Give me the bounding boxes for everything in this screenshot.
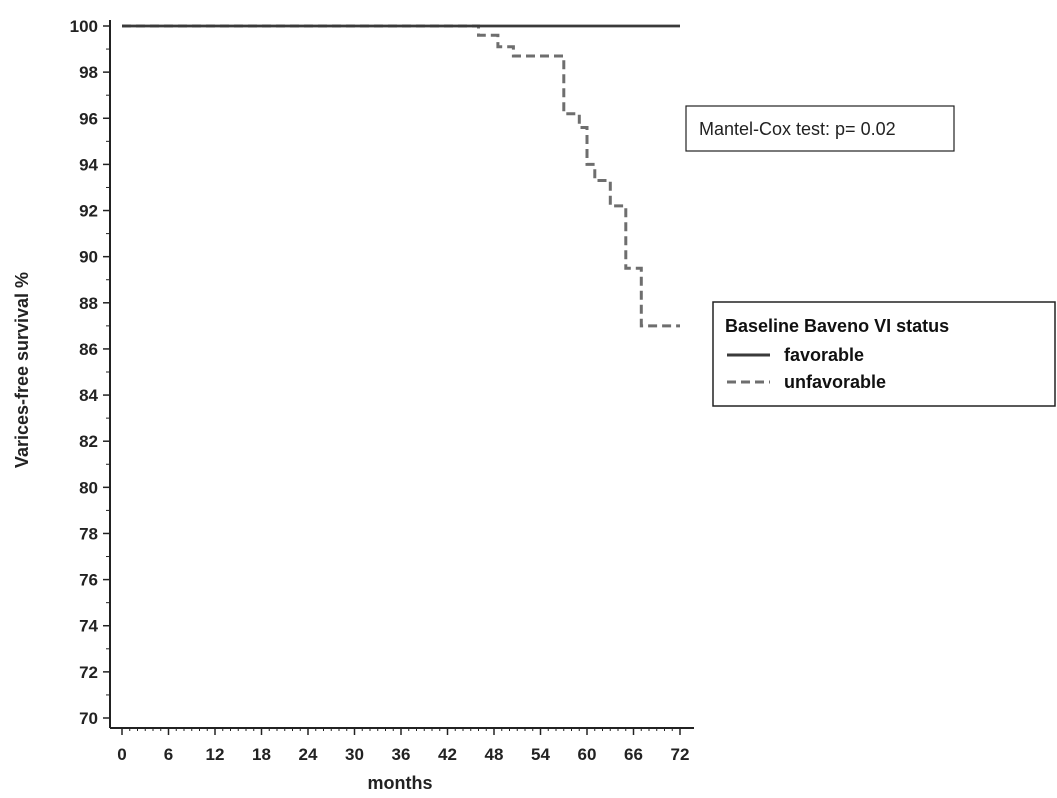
x-axis-title: months: [368, 773, 433, 793]
x-tick-label: 30: [345, 745, 364, 764]
legend-label-favorable: favorable: [784, 345, 864, 365]
y-tick-label: 94: [79, 155, 98, 174]
x-tick-label: 18: [252, 745, 271, 764]
legend-title: Baseline Baveno VI status: [725, 316, 949, 336]
x-tick-label: 6: [164, 745, 173, 764]
annotation-box: Mantel-Cox test: p= 0.02: [685, 105, 955, 152]
y-tick-label: 98: [79, 63, 98, 82]
x-tick-label: 24: [299, 745, 318, 764]
series-layer: [122, 24, 680, 328]
y-tick-label: 100: [70, 17, 98, 36]
x-tick-label: 60: [578, 745, 597, 764]
y-axis-title: Varices-free survival %: [12, 272, 32, 468]
annotation-text: Mantel-Cox test: p= 0.02: [699, 119, 896, 139]
y-tick-label: 90: [79, 248, 98, 267]
y-tick-label: 72: [79, 663, 98, 682]
y-tick-label: 76: [79, 571, 98, 590]
y-tick-label: 86: [79, 340, 98, 359]
x-tick-label: 54: [531, 745, 550, 764]
y-tick-label: 96: [79, 109, 98, 128]
x-tick-label: 12: [206, 745, 225, 764]
x-tick-label: 42: [438, 745, 457, 764]
legend: Baseline Baveno VI status favorable unfa…: [712, 301, 1056, 407]
x-axis: 0 6 12 18 24 30 36 42 48 54 60 66 72: [110, 727, 694, 764]
y-tick-label: 82: [79, 432, 98, 451]
y-tick-label: 88: [79, 294, 98, 313]
x-tick-label: 72: [671, 745, 690, 764]
x-tick-label: 36: [392, 745, 411, 764]
y-tick-label: 92: [79, 202, 98, 221]
legend-label-unfavorable: unfavorable: [784, 372, 886, 392]
x-tick-label: 66: [624, 745, 643, 764]
y-tick-label: 78: [79, 524, 98, 543]
y-tick-label: 70: [79, 709, 98, 728]
series-line-unfavorable: [122, 24, 680, 328]
y-tick-label: 84: [79, 386, 98, 405]
x-tick-label: 0: [117, 745, 126, 764]
x-tick-label: 48: [485, 745, 504, 764]
y-tick-label: 80: [79, 478, 98, 497]
y-axis: 70 72 74 76 78 80 82 84 86 88 90 92 94 96 98 100: [70, 17, 111, 728]
y-tick-label: 74: [79, 617, 98, 636]
